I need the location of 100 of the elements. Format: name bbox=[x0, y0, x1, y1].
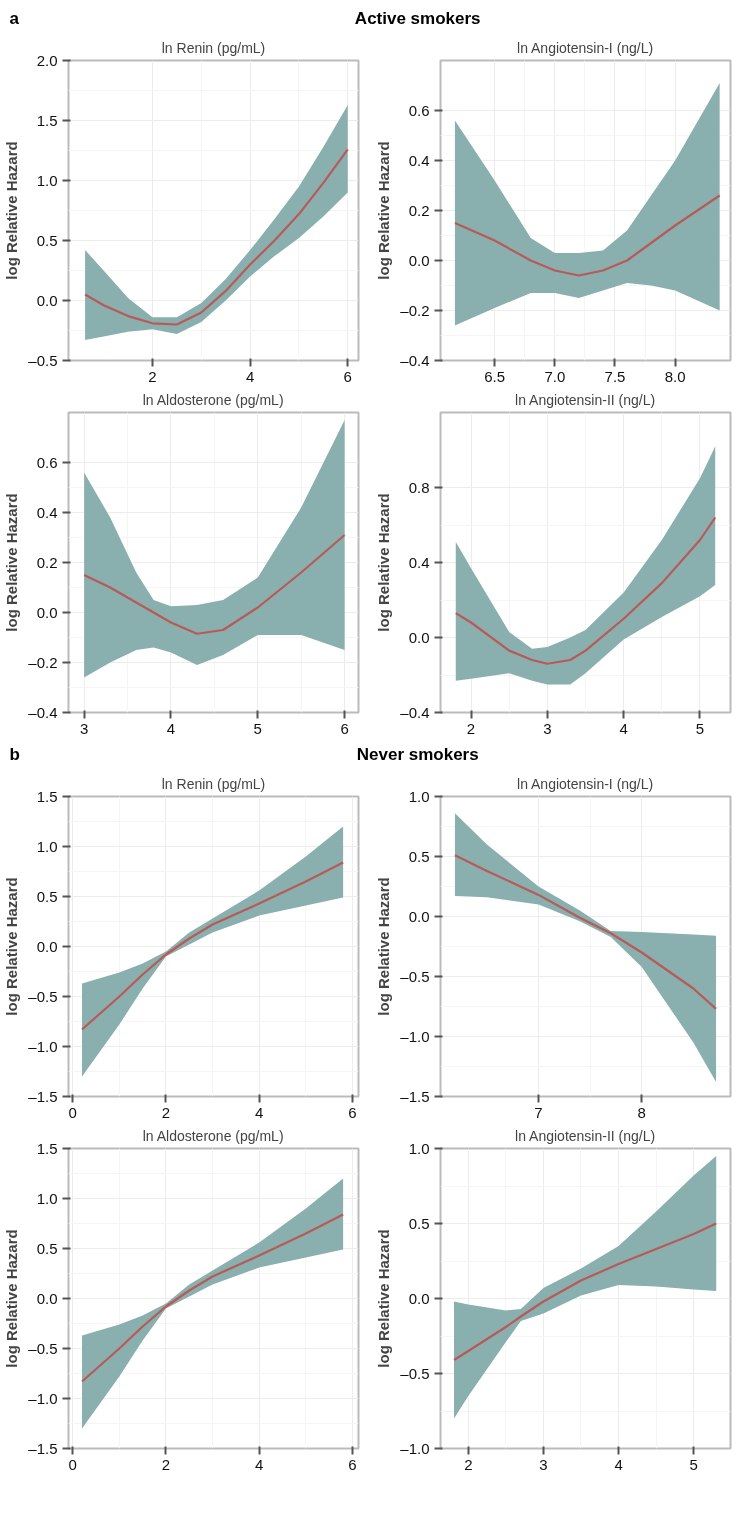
x-tick-label: 3 bbox=[543, 719, 552, 737]
x-tick-label: 7.5 bbox=[604, 367, 626, 385]
text: a bbox=[9, 8, 20, 28]
x-tick-label: 8 bbox=[637, 1103, 646, 1121]
y-tick-label: 1.0 bbox=[408, 788, 430, 805]
y-tick-label: 0.0 bbox=[408, 629, 430, 646]
x-tick-label: 2 bbox=[464, 1455, 473, 1473]
chart-title: ln Angiotensin-II (ng/L) bbox=[515, 1127, 656, 1144]
y-tick-label: 0.0 bbox=[36, 1290, 58, 1307]
y-axis-title: log Relative Hazard bbox=[375, 1229, 393, 1368]
chart-title: ln Angiotensin-I (ng/L) bbox=[517, 39, 654, 56]
y-tick-label: –1.0 bbox=[28, 1038, 58, 1055]
y-tick-label: –0.4 bbox=[400, 704, 430, 721]
y-tick-label: 1.5 bbox=[36, 1140, 58, 1157]
y-tick-label: 0.5 bbox=[36, 232, 58, 249]
y-tick-label: 0.5 bbox=[408, 848, 430, 865]
x-tick-label: 5 bbox=[695, 719, 705, 737]
x-tick-label: 2 bbox=[161, 1103, 171, 1121]
x-tick-label: 0 bbox=[68, 1455, 77, 1473]
y-tick-label: –1.0 bbox=[400, 1440, 430, 1457]
y-tick-label: 1.5 bbox=[36, 112, 58, 129]
y-tick-label: 1.0 bbox=[36, 838, 58, 855]
chart-title: ln Angiotensin-I (ng/L) bbox=[517, 775, 654, 792]
x-tick-label: 6 bbox=[348, 1103, 357, 1121]
y-tick-label: 0.0 bbox=[408, 252, 430, 269]
x-tick-label: 3 bbox=[79, 719, 89, 737]
y-tick-label: 0.0 bbox=[36, 604, 58, 621]
y-tick-label: 1.0 bbox=[36, 172, 58, 189]
y-tick-label: 0.8 bbox=[408, 479, 430, 496]
y-tick-label: –0.4 bbox=[28, 704, 58, 721]
y-tick-label: 0.5 bbox=[36, 1240, 58, 1257]
line-series bbox=[80, 861, 345, 1031]
x-tick-label: 6 bbox=[340, 719, 349, 737]
chart-title: ln Renin (pg/mL) bbox=[161, 39, 266, 56]
y-tick-label: –1.5 bbox=[28, 1440, 58, 1457]
x-tick-label: 6 bbox=[343, 367, 352, 385]
y-tick-label: 0.6 bbox=[408, 102, 430, 119]
x-tick-label: 5 bbox=[689, 1455, 698, 1473]
y-axis-title: log Relative Hazard bbox=[3, 1229, 21, 1368]
line-series bbox=[83, 533, 346, 635]
y-axis-title: log Relative Hazard bbox=[3, 493, 21, 632]
text: b bbox=[9, 744, 20, 764]
x-tick-label: 2 bbox=[466, 719, 476, 737]
x-tick-label: 0 bbox=[68, 1103, 77, 1121]
y-tick-label: 0.0 bbox=[408, 908, 430, 925]
y-tick-label: –1.5 bbox=[28, 1088, 58, 1105]
y-tick-label: –0.4 bbox=[400, 352, 430, 369]
y-tick-label: –0.5 bbox=[400, 1365, 430, 1382]
x-tick-label: 4 bbox=[619, 719, 628, 737]
x-tick-label: 7 bbox=[534, 1103, 543, 1121]
y-tick-label: –0.5 bbox=[400, 968, 430, 985]
y-tick-label: 0.6 bbox=[36, 454, 58, 471]
chart-title: ln Angiotensin-II (ng/L) bbox=[515, 391, 656, 408]
y-tick-label: –0.5 bbox=[28, 1340, 58, 1357]
x-tick-label: 6.5 bbox=[484, 367, 506, 385]
line-series bbox=[453, 854, 718, 1010]
x-tick-label: 2 bbox=[148, 367, 157, 385]
y-tick-label: 0.5 bbox=[408, 1215, 430, 1232]
y-tick-label: 0.2 bbox=[408, 202, 430, 219]
y-axis-title: log Relative Hazard bbox=[375, 141, 393, 280]
text: Never smokers bbox=[356, 744, 479, 764]
y-axis-title: log Relative Hazard bbox=[375, 493, 393, 632]
y-tick-label: 0.0 bbox=[36, 938, 58, 955]
y-tick-label: –1.0 bbox=[28, 1390, 58, 1407]
y-tick-label: 0.0 bbox=[408, 1290, 430, 1307]
chart-title: ln Aldosterone (pg/mL) bbox=[142, 391, 284, 408]
line-series bbox=[80, 1213, 345, 1383]
x-tick-label: 2 bbox=[161, 1455, 171, 1473]
chart-title: ln Aldosterone (pg/mL) bbox=[142, 1127, 284, 1144]
y-tick-label: 2.0 bbox=[36, 52, 58, 69]
x-tick-label: 6 bbox=[348, 1455, 357, 1473]
y-tick-label: 1.5 bbox=[36, 788, 58, 805]
y-tick-label: 1.0 bbox=[408, 1140, 430, 1157]
chart-title: ln Renin (pg/mL) bbox=[161, 775, 266, 792]
y-tick-label: –0.2 bbox=[400, 302, 430, 319]
text: Active smokers bbox=[354, 8, 481, 28]
x-tick-label: 4 bbox=[245, 367, 255, 385]
y-tick-label: 0.4 bbox=[36, 504, 58, 521]
y-axis-title: log Relative Hazard bbox=[3, 141, 21, 280]
line-series bbox=[452, 1222, 718, 1362]
line-series bbox=[454, 516, 717, 665]
x-tick-label: 4 bbox=[255, 1103, 264, 1121]
y-tick-label: –0.5 bbox=[28, 988, 58, 1005]
y-tick-label: –1.5 bbox=[400, 1088, 430, 1105]
y-tick-label: –0.5 bbox=[28, 352, 58, 369]
y-tick-label: –0.2 bbox=[28, 654, 58, 671]
x-tick-label: 7.0 bbox=[544, 367, 566, 385]
y-axis-title: log Relative Hazard bbox=[375, 877, 393, 1016]
line-series bbox=[84, 148, 349, 326]
x-tick-label: 4 bbox=[255, 1455, 264, 1473]
x-tick-label: 4 bbox=[166, 719, 176, 737]
x-tick-label: 4 bbox=[614, 1455, 623, 1473]
y-tick-label: 0.2 bbox=[36, 554, 58, 571]
y-tick-label: 1.0 bbox=[36, 1190, 58, 1207]
y-tick-label: –1.0 bbox=[400, 1028, 430, 1045]
y-tick-label: 0.4 bbox=[408, 554, 430, 571]
line-series bbox=[453, 194, 721, 277]
y-axis-title: log Relative Hazard bbox=[3, 877, 21, 1016]
y-tick-label: 0.5 bbox=[36, 888, 58, 905]
y-tick-label: 0.4 bbox=[408, 152, 430, 169]
